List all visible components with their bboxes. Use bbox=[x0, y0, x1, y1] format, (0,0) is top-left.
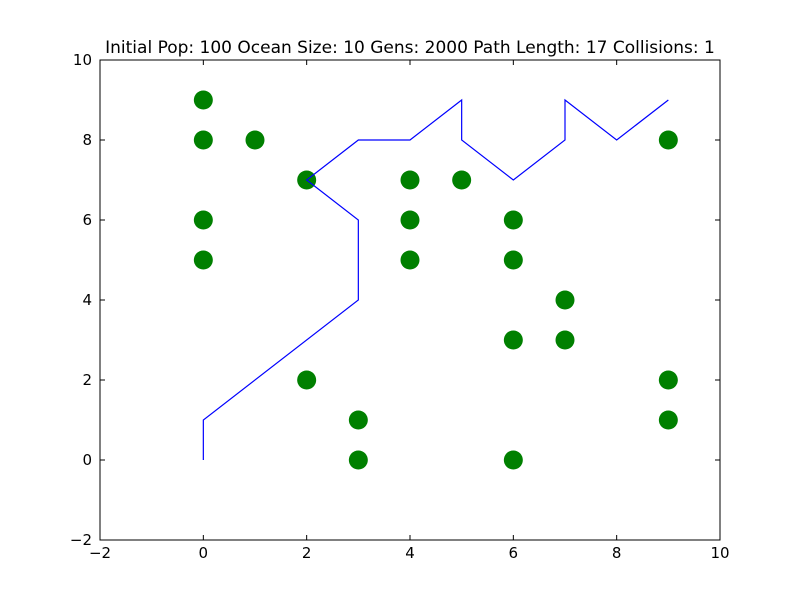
scatter-point-0 bbox=[193, 90, 213, 110]
scatter-point-15 bbox=[503, 330, 523, 350]
scatter-point-9 bbox=[400, 170, 420, 190]
plot-area: −2 0 2 4 6 8 10 −2 0 2 4 6 8 10 bbox=[70, 51, 730, 562]
scatter-point-3 bbox=[193, 210, 213, 230]
y-tick-label: 10 bbox=[73, 51, 92, 69]
scatter-point-13 bbox=[503, 210, 523, 230]
scatter-point-6 bbox=[297, 370, 317, 390]
y-tick-label: 0 bbox=[82, 451, 92, 469]
scatter-point-18 bbox=[555, 330, 575, 350]
scatter-point-12 bbox=[452, 170, 472, 190]
scatter-point-8 bbox=[348, 450, 368, 470]
x-tick-label: 8 bbox=[612, 544, 622, 562]
y-tick-label: 6 bbox=[82, 211, 92, 229]
chart-title: Initial Pop: 100 Ocean Size: 10 Gens: 20… bbox=[105, 38, 715, 58]
scatter-point-14 bbox=[503, 250, 523, 270]
scatter-point-20 bbox=[658, 370, 678, 390]
path-line bbox=[202, 98, 669, 460]
x-tick-label: 6 bbox=[509, 544, 519, 562]
scatter-point-19 bbox=[658, 130, 678, 150]
scatter-point-7 bbox=[348, 410, 368, 430]
x-tick-label: 2 bbox=[302, 544, 312, 562]
x-tick-label: 0 bbox=[199, 544, 209, 562]
x-tick-label: −2 bbox=[89, 544, 111, 562]
y-tick-label: 8 bbox=[82, 131, 92, 149]
scatter-point-11 bbox=[400, 250, 420, 270]
scatter-point-1 bbox=[193, 130, 213, 150]
y-tick-label: 2 bbox=[82, 371, 92, 389]
x-tick-label: 4 bbox=[405, 544, 415, 562]
x-tick-label: 10 bbox=[710, 544, 729, 562]
scatter-point-2 bbox=[245, 130, 265, 150]
y-tick-label: 4 bbox=[82, 291, 92, 309]
scatter-point-17 bbox=[555, 290, 575, 310]
scatter-point-21 bbox=[658, 410, 678, 430]
y-tick-label: −2 bbox=[70, 531, 92, 549]
scatter-point-16 bbox=[503, 450, 523, 470]
scatter-point-4 bbox=[193, 250, 213, 270]
scatter-point-10 bbox=[400, 210, 420, 230]
